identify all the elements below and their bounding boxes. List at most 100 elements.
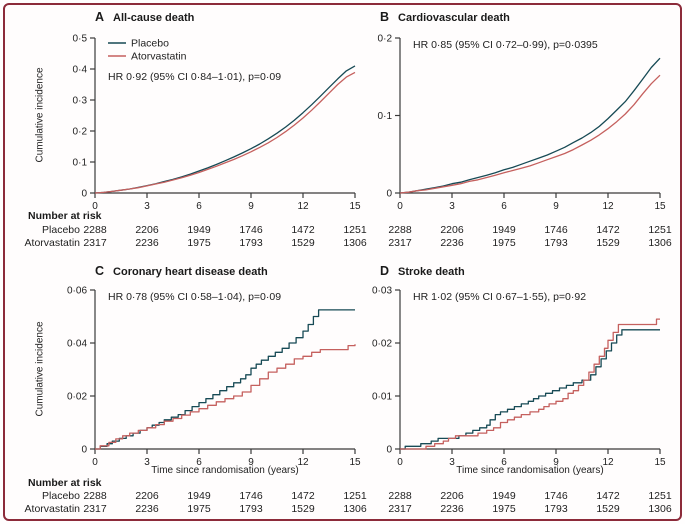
svg-text:15: 15 <box>349 201 361 212</box>
risk-count: 1793 <box>544 503 568 515</box>
risk-count: 1975 <box>492 237 516 249</box>
risk-count: 1949 <box>492 490 516 502</box>
panel-b-letter: B <box>380 10 390 24</box>
panel-c-letter: C <box>95 264 105 278</box>
svg-text:6: 6 <box>196 457 202 468</box>
risk-count: 1251 <box>648 490 672 502</box>
svg-text:0·5: 0·5 <box>73 34 88 45</box>
svg-text:12: 12 <box>602 457 614 468</box>
risk-count: 2206 <box>135 490 159 502</box>
svg-text:0: 0 <box>397 457 403 468</box>
svg-text:0: 0 <box>81 189 87 200</box>
risk-count: 2317 <box>388 237 412 249</box>
panel-c-plot: 0 0·02 0·04 0·06 0 3 6 9 12 15 HR 0·78 (95% CI 0·5… <box>67 286 361 469</box>
risk-count: 1251 <box>343 224 367 236</box>
svg-text:15: 15 <box>654 457 666 468</box>
svg-text:HR 0·78 (95% CI 0·58–1·04), p=: HR 0·78 (95% CI 0·58–1·04), p=0·09 <box>108 291 281 303</box>
svg-text:0: 0 <box>386 445 392 456</box>
svg-text:0: 0 <box>92 201 98 212</box>
svg-text:HR 1·02 (95% CI 0·67–1·55), p=: HR 1·02 (95% CI 0·67–1·55), p=0·92 <box>413 291 586 303</box>
risk-count: 1529 <box>596 237 620 249</box>
svg-text:3: 3 <box>449 457 455 468</box>
panel-b-name: Cardiovascular death <box>398 12 510 24</box>
risk-count: 2236 <box>440 237 464 249</box>
svg-text:0: 0 <box>81 445 87 456</box>
svg-text:0·1: 0·1 <box>73 158 88 169</box>
svg-text:9: 9 <box>248 457 254 468</box>
risk-rowlabel-atorvastatin-top: Atorvastatin <box>24 237 80 249</box>
risk-count: 2317 <box>83 237 107 249</box>
svg-text:9: 9 <box>553 457 559 468</box>
risk-count: 2206 <box>135 224 159 236</box>
svg-text:Atorvastatin: Atorvastatin <box>131 51 187 63</box>
svg-text:6: 6 <box>501 201 507 212</box>
risk-count: 1975 <box>187 503 211 515</box>
svg-text:HR 0·85 (95% CI 0·72–0·99), p=: HR 0·85 (95% CI 0·72–0·99), p=0·0395 <box>413 39 598 51</box>
risk-count: 1949 <box>187 224 211 236</box>
panel-d-letter: D <box>380 264 390 278</box>
risk-count: 1746 <box>239 490 263 502</box>
panel-b-plot: 0 0·1 0·2 0 3 6 9 12 15 HR 0·85 (95% CI 0·72–0·99… <box>378 34 666 213</box>
panel-b-chart: 0 0·1 0·2 0 3 6 9 12 15 HR 0·85 (95% CI 0·72–0·99… <box>335 26 675 216</box>
risk-count: 1949 <box>187 490 211 502</box>
x-axis-title-c: Time since randomisation (years) <box>151 465 299 476</box>
svg-text:12: 12 <box>297 201 309 212</box>
svg-text:0·02: 0·02 <box>67 392 87 403</box>
risk-rowlabel-placebo-bottom: Placebo <box>42 490 80 502</box>
risk-count: 1251 <box>648 224 672 236</box>
panel-d-title: D Stroke death <box>380 262 465 280</box>
risk-rowlabel-atorvastatin-bottom: Atorvastatin <box>24 503 80 515</box>
risk-count: 1746 <box>544 490 568 502</box>
svg-text:0·04: 0·04 <box>67 339 87 350</box>
svg-text:6: 6 <box>501 457 507 468</box>
svg-text:0·06: 0·06 <box>67 286 87 297</box>
panel-a-chart: 0 0·1 0·2 0·3 0·4 0·5 0 3 6 9 12 15 Placebo Atorvasta… <box>30 26 370 216</box>
risk-count: 1529 <box>291 503 315 515</box>
svg-text:12: 12 <box>297 457 309 468</box>
panel-a-title: A All-cause death <box>95 8 194 26</box>
risk-count: 2317 <box>388 503 412 515</box>
risk-count: 1251 <box>343 490 367 502</box>
risk-count: 1472 <box>596 490 620 502</box>
svg-text:Placebo: Placebo <box>131 38 169 50</box>
svg-text:3: 3 <box>144 201 150 212</box>
risk-count: 2206 <box>440 490 464 502</box>
risk-label-bottom: Number at risk <box>28 477 102 489</box>
risk-count: 1472 <box>291 490 315 502</box>
svg-text:9: 9 <box>248 201 254 212</box>
svg-text:6: 6 <box>196 201 202 212</box>
svg-text:0·01: 0·01 <box>372 392 392 403</box>
risk-count: 2288 <box>83 490 107 502</box>
risk-count: 1306 <box>648 503 672 515</box>
risk-count: 1746 <box>544 224 568 236</box>
svg-text:0·3: 0·3 <box>73 96 88 107</box>
risk-count: 1306 <box>343 503 367 515</box>
panel-c-title: C Coronary heart disease death <box>95 262 268 280</box>
risk-count: 1975 <box>187 237 211 249</box>
risk-count: 1306 <box>343 237 367 249</box>
risk-count: 1529 <box>291 237 315 249</box>
risk-values-c-atorvastatin: 2317 2236 1975 1793 1529 1306 <box>83 503 366 516</box>
risk-count: 2288 <box>388 224 412 236</box>
x-axis-title-d: Time since randomisation (years) <box>456 465 604 476</box>
svg-text:0: 0 <box>92 457 98 468</box>
risk-count: 1793 <box>239 237 263 249</box>
risk-values-b-placebo: 2288 2206 1949 1746 1472 1251 <box>388 224 671 237</box>
svg-text:0: 0 <box>397 201 403 212</box>
risk-count: 1793 <box>239 503 263 515</box>
risk-count: 2288 <box>83 224 107 236</box>
svg-text:3: 3 <box>449 201 455 212</box>
risk-values-a-atorvastatin: 2317 2236 1975 1793 1529 1306 <box>83 237 366 250</box>
panel-d-chart: 0 0·01 0·02 0·03 0 3 6 9 12 15 HR 1·02 (95% CI 0·6… <box>335 278 675 472</box>
svg-text:0: 0 <box>386 189 392 200</box>
risk-count: 1472 <box>596 224 620 236</box>
risk-values-a-placebo: 2288 2206 1949 1746 1472 1251 <box>83 224 366 237</box>
risk-count: 1472 <box>291 224 315 236</box>
panel-b-title: B Cardiovascular death <box>380 8 510 26</box>
svg-text:12: 12 <box>602 201 614 212</box>
svg-text:9: 9 <box>553 201 559 212</box>
risk-count: 2206 <box>440 224 464 236</box>
risk-label-top: Number at risk <box>28 210 102 222</box>
risk-values-d-placebo: 2288 2206 1949 1746 1472 1251 <box>388 490 671 503</box>
